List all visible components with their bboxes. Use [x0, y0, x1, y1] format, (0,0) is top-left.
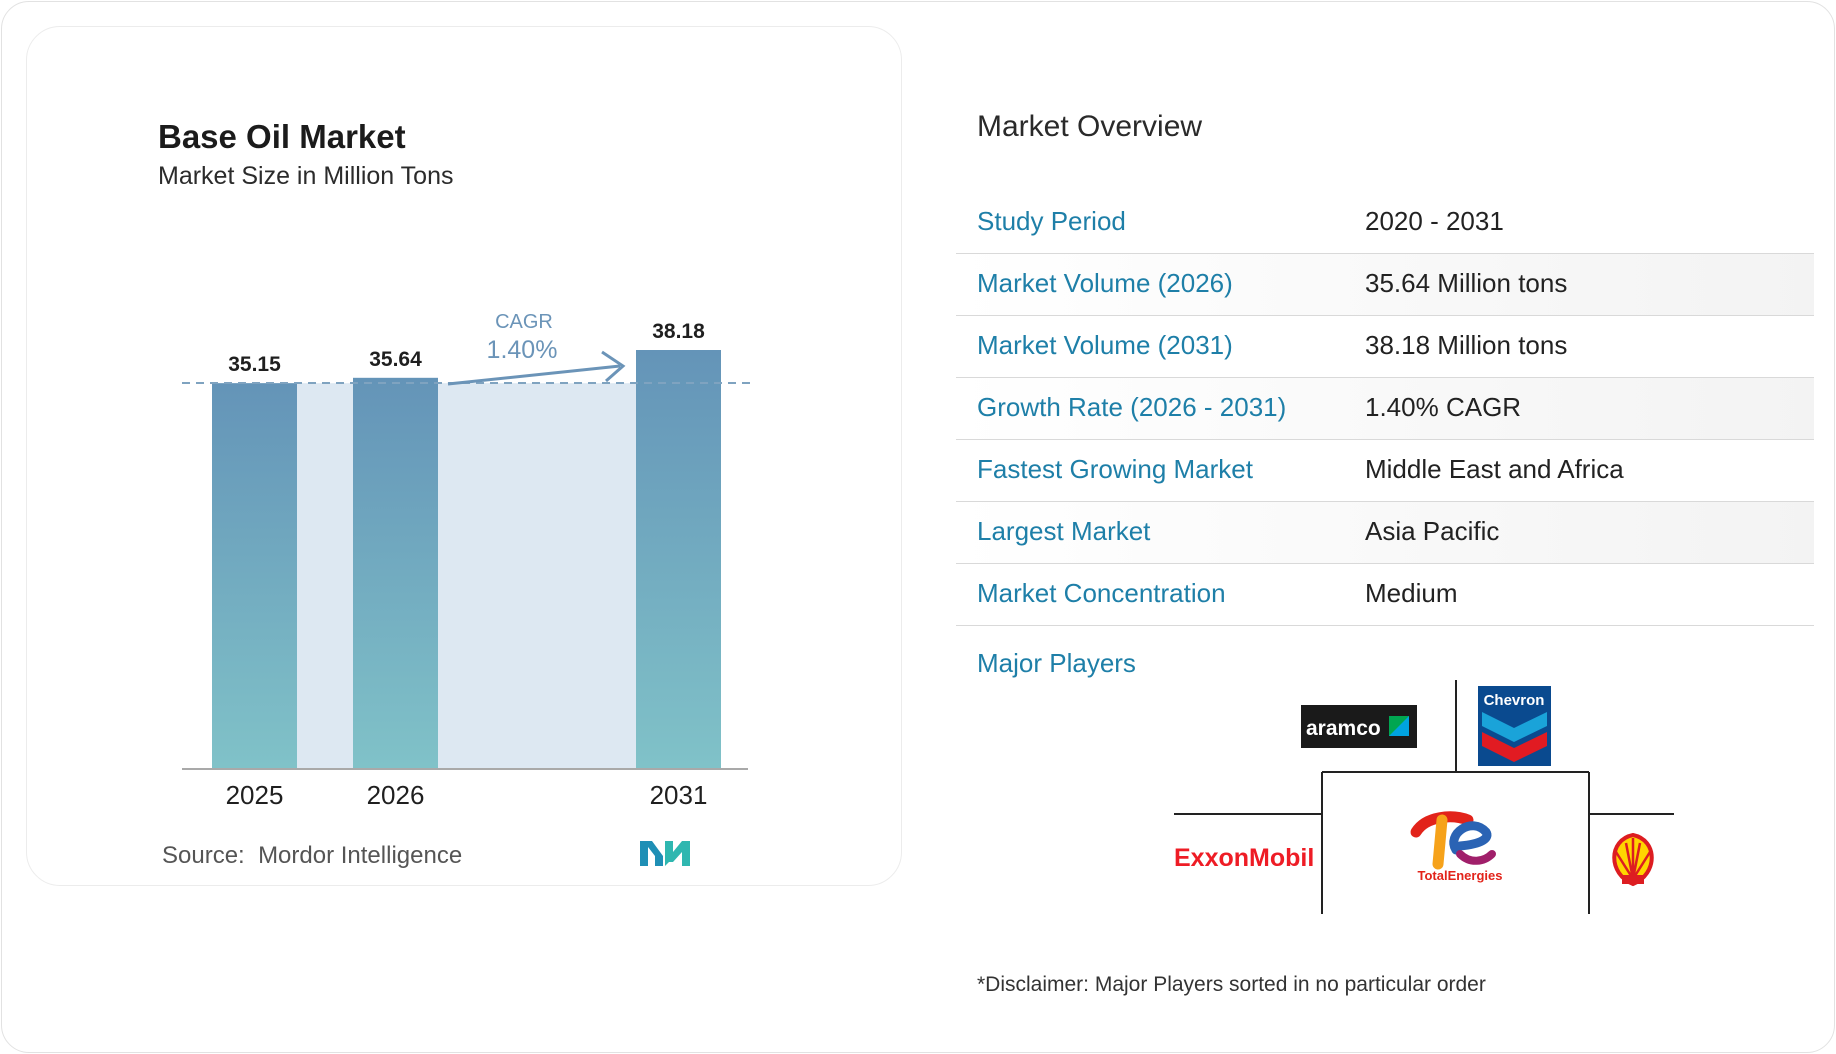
cagr-arrowhead	[601, 350, 626, 383]
overview-value: 38.18 Million tons	[1365, 330, 1568, 360]
major-players-grid: aramco Chevron ExxonMobil TotalEnergies	[1174, 680, 1674, 914]
overview-value: Middle East and Africa	[1365, 454, 1624, 484]
overview-row-largest-market: Largest Market Asia Pacific	[956, 502, 1814, 564]
totalenergies-logo-text: TotalEnergies	[1417, 868, 1502, 883]
x-tick-label-2025: 2025	[226, 780, 284, 810]
exxonmobil-logo-text: ExxonMobil	[1174, 844, 1314, 872]
overview-row-market-concentration: Market Concentration Medium	[956, 564, 1814, 626]
totalenergies-logo: TotalEnergies	[1410, 811, 1503, 883]
chevron-logo-text: Chevron	[1484, 692, 1545, 709]
overview-title: Market Overview	[977, 110, 1203, 143]
overview-label: Largest Market	[977, 516, 1151, 546]
cagr-annotation: CAGR 1.40%	[447, 311, 626, 386]
overview-table: Study Period 2020 - 2031 Market Volume (…	[956, 192, 1814, 626]
aramco-logo: aramco	[1301, 705, 1417, 748]
bar-2026	[353, 377, 438, 768]
overview-label: Growth Rate (2026 - 2031)	[977, 392, 1287, 422]
overview-label: Market Volume (2026)	[977, 268, 1233, 298]
overview-row-market-volume-2026: Market Volume (2026) 35.64 Million tons	[956, 254, 1814, 316]
overview-row-study-period: Study Period 2020 - 2031	[956, 192, 1814, 254]
overview-row-growth-rate: Growth Rate (2026 - 2031) 1.40% CAGR	[956, 378, 1814, 440]
overview-row-market-volume-2031: Market Volume (2031) 38.18 Million tons	[956, 316, 1814, 378]
x-tick-label-2031: 2031	[650, 780, 708, 810]
x-tick-label-2026: 2026	[367, 780, 425, 810]
bar-chart: 35.15 2025 35.64 2026 38.18 2031 CAGR 1.40%	[182, 311, 752, 810]
overview-value: Medium	[1365, 578, 1458, 608]
overview-value: 1.40% CAGR	[1365, 392, 1522, 422]
overview-row-fastest-growing-market: Fastest Growing Market Middle East and A…	[956, 440, 1814, 502]
shell-logo	[1612, 832, 1654, 887]
source-label: Source:	[162, 842, 245, 869]
chevron-logo: Chevron	[1478, 686, 1551, 766]
overview-label: Market Volume (2031)	[977, 330, 1233, 360]
disclaimer: *Disclaimer: Major Players sorted in no …	[977, 973, 1486, 996]
data-label-2031: 38.18	[652, 320, 705, 343]
source-line: Source: Mordor Intelligence	[162, 842, 462, 870]
overview-value: Asia Pacific	[1365, 516, 1500, 546]
overview-value: 35.64 Million tons	[1365, 268, 1568, 298]
aramco-logo-text: aramco	[1306, 717, 1381, 740]
bar-2031	[636, 350, 721, 768]
cagr-value: 1.40%	[487, 336, 558, 364]
chart-title: Base Oil Market	[158, 118, 406, 155]
overview-label: Study Period	[977, 206, 1126, 236]
data-label-2026: 35.64	[369, 348, 422, 371]
overview-value: 2020 - 2031	[1365, 206, 1504, 236]
exxonmobil-logo: ExxonMobil	[1174, 844, 1314, 872]
overview-label: Market Concentration	[977, 578, 1226, 608]
overview-label: Fastest Growing Market	[977, 454, 1253, 484]
data-label-2025: 35.15	[228, 353, 281, 376]
bar-2025	[212, 383, 297, 768]
cagr-arrow	[447, 364, 621, 386]
source-name: Mordor Intelligence	[258, 842, 463, 869]
mordor-intelligence-logo	[640, 841, 690, 866]
chart-subtitle: Market Size in Million Tons	[158, 162, 454, 190]
cagr-label: CAGR	[495, 311, 553, 333]
major-players-label: Major Players	[977, 648, 1136, 678]
